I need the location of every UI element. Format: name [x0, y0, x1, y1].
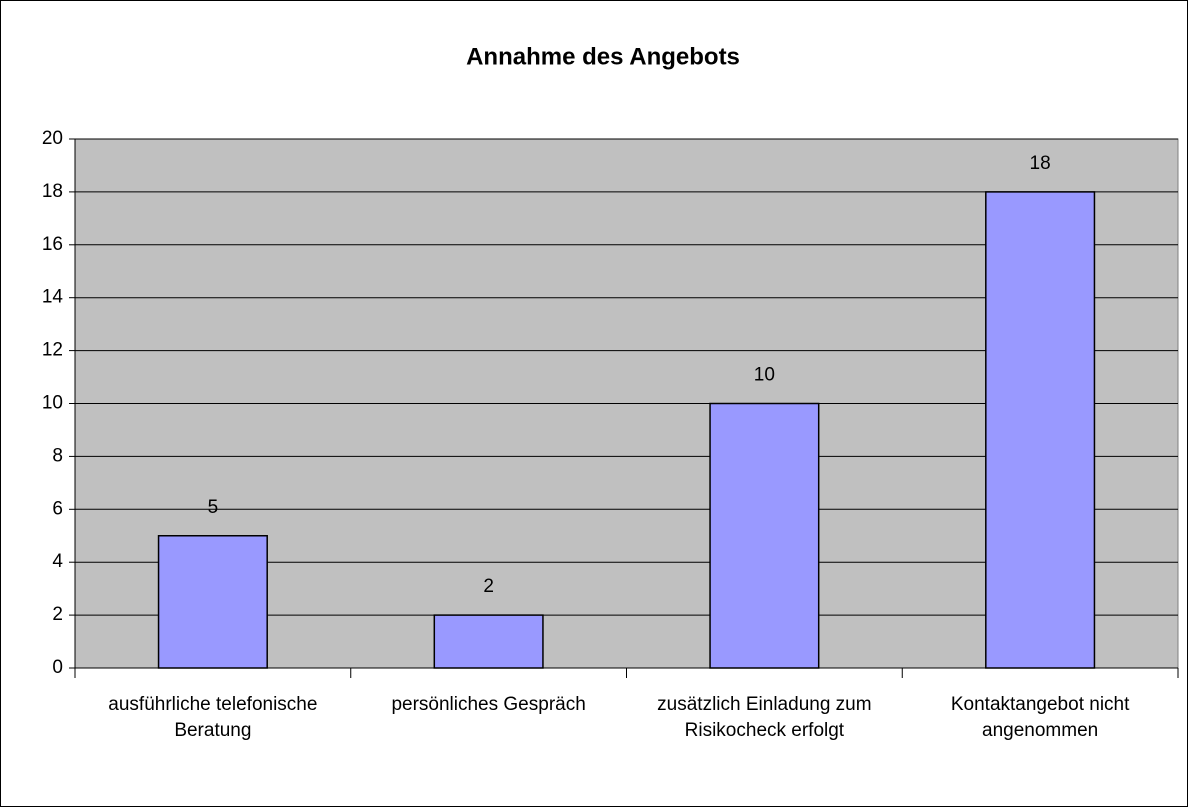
y-tick-label: 0 — [52, 657, 63, 678]
y-tick-label: 14 — [42, 287, 64, 308]
y-tick-label: 18 — [42, 181, 63, 202]
data-label: 2 — [483, 576, 494, 597]
data-label: 18 — [1030, 153, 1051, 174]
y-tick-label: 4 — [52, 551, 63, 572]
bar — [709, 402, 820, 669]
y-tick-label: 20 — [42, 128, 63, 149]
data-label: 5 — [208, 497, 219, 518]
y-tick-label: 10 — [42, 393, 63, 414]
data-label: 10 — [754, 365, 775, 386]
chart-title: Annahme des Angebots — [466, 43, 740, 70]
bar — [157, 535, 268, 669]
y-tick-label: 8 — [52, 445, 63, 466]
bar — [985, 191, 1096, 669]
y-tick-label: 16 — [42, 234, 63, 255]
x-tick-label: Kontaktangebot nicht angenommen — [950, 694, 1130, 741]
x-tick-label: zusätzlich Einladung zum Risikocheck erf… — [657, 694, 872, 741]
y-tick-label: 2 — [52, 604, 63, 625]
x-tick-label: ausführliche telefonische Beratung — [108, 694, 318, 741]
x-tick-label: persönliches Gespräch — [391, 694, 586, 715]
y-tick-label: 6 — [52, 498, 63, 519]
y-tick-label: 12 — [42, 340, 63, 361]
bar — [433, 614, 544, 669]
